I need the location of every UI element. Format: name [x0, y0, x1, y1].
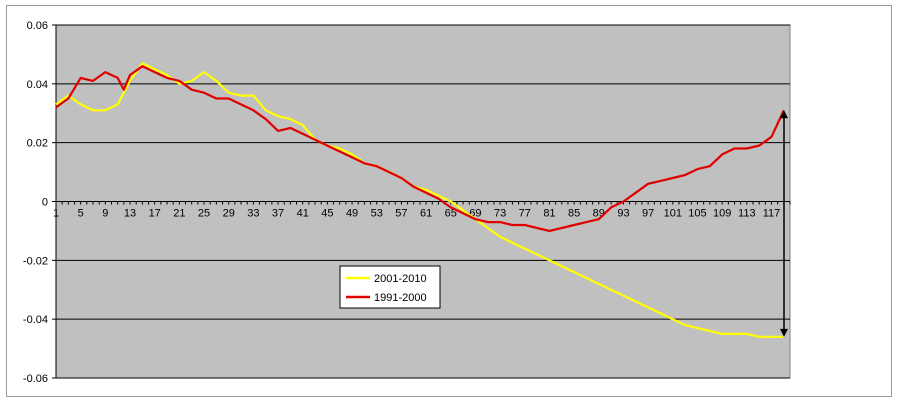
series-layer: [55, 62, 785, 338]
x-tick-label: 105: [688, 208, 706, 220]
legend-box: [339, 265, 441, 309]
x-tick-label: 49: [346, 208, 358, 220]
x-tick-label: 29: [223, 208, 235, 220]
x-tick-label: 117: [763, 208, 781, 220]
legend-label: 1991-2000: [374, 292, 427, 304]
x-tick-label: 1: [53, 208, 59, 220]
x-tick-label: 93: [617, 208, 629, 220]
x-tick-label: 101: [664, 208, 682, 220]
difference-arrow: [780, 110, 788, 337]
x-tick-label: 45: [321, 208, 333, 220]
y-tick-label: -0.06: [23, 373, 48, 385]
y-axis: 0.06 0.04 0.02 0 -0.02 -0.04 -0.06: [23, 20, 57, 385]
x-tick-label: 113: [738, 208, 756, 220]
x-tick-label: 37: [272, 208, 284, 220]
x-tick-label: 77: [519, 208, 531, 220]
y-tick-label: -0.04: [23, 314, 48, 326]
series-line-2001-2010: [55, 62, 784, 338]
x-tick-label: 73: [494, 208, 506, 220]
legend: 2001-2010 1991-2000: [339, 265, 441, 309]
arrow-head-down: [780, 328, 788, 337]
x-tick-label: 17: [149, 208, 161, 220]
y-tick-label: 0.02: [27, 138, 48, 150]
x-tick-label: 53: [371, 208, 383, 220]
x-tick-label: 13: [124, 208, 136, 220]
x-tick-label: 9: [102, 208, 108, 220]
x-tick-label: 5: [78, 208, 84, 220]
x-tick-label: 25: [198, 208, 210, 220]
arrow-head-up: [780, 110, 788, 119]
y-tick-label: 0.06: [27, 20, 48, 32]
x-tick-label: 21: [173, 208, 185, 220]
x-tick-label: 33: [247, 208, 259, 220]
x-tick-label: 85: [568, 208, 580, 220]
x-tick-label: 97: [642, 208, 654, 220]
y-tick-label: 0.04: [27, 79, 48, 91]
series-line-1991-2000: [55, 65, 785, 232]
x-tick-label: 65: [445, 208, 457, 220]
x-tick-label: 81: [543, 208, 555, 220]
x-tick-label: 57: [395, 208, 407, 220]
y-tick-label: -0.02: [23, 255, 48, 267]
x-tick-label: 41: [297, 208, 309, 220]
y-tick-label: 0: [42, 197, 48, 209]
x-tick-label: 61: [420, 208, 432, 220]
x-tick-label: 109: [713, 208, 731, 220]
legend-label: 2001-2010: [374, 273, 427, 285]
